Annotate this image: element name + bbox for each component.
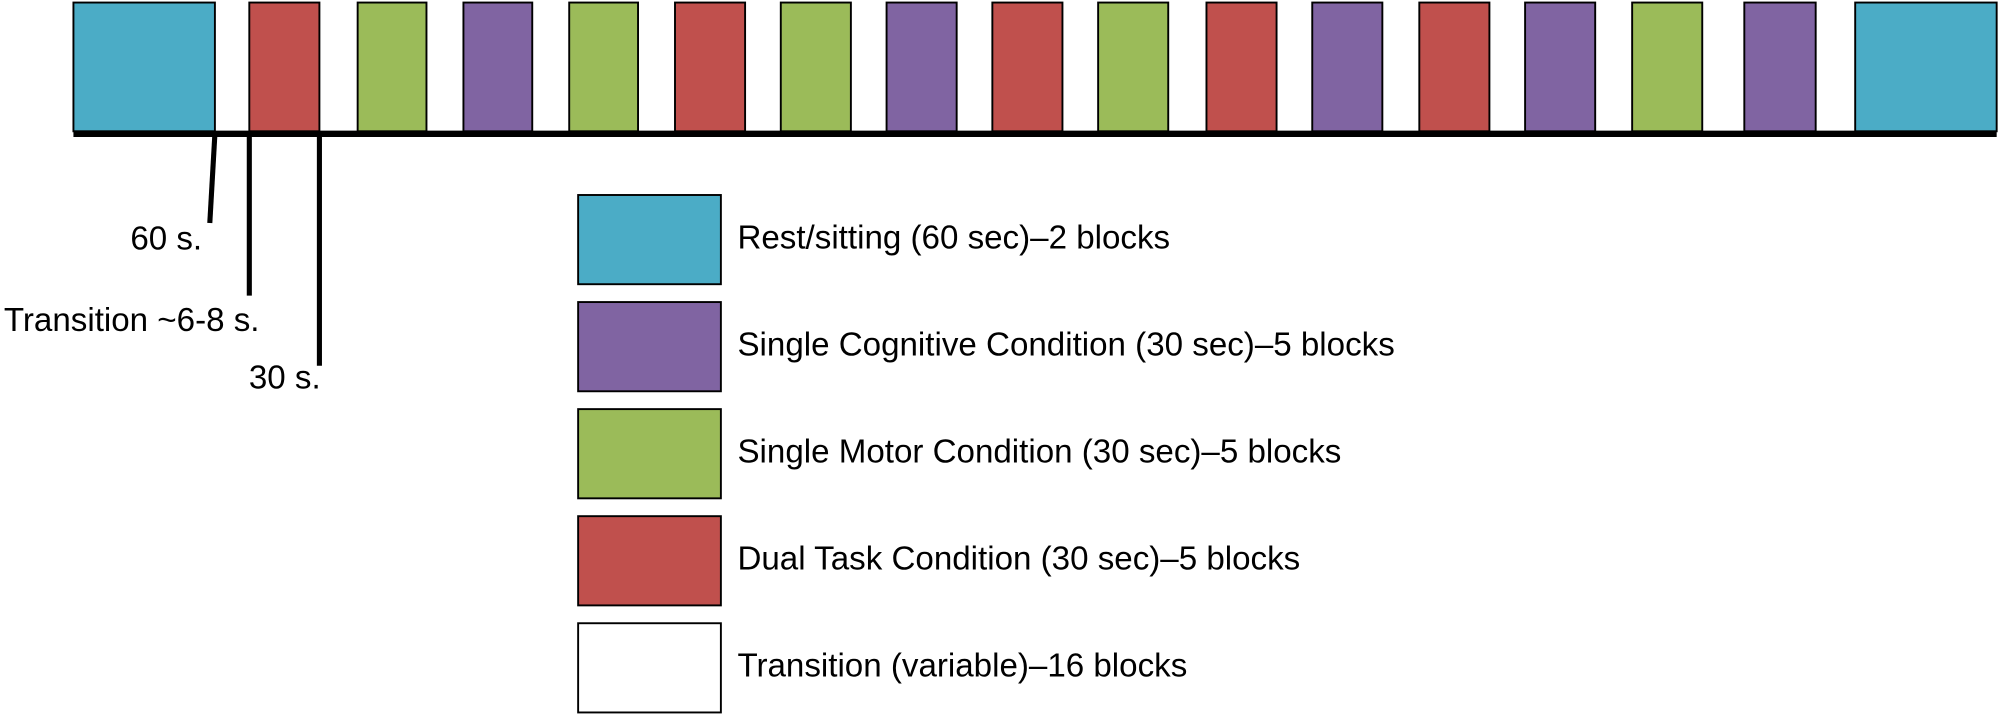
timeline-block <box>674 1 747 133</box>
legend-swatch <box>577 194 722 286</box>
timeline-block <box>1524 1 1597 133</box>
annotation: 30 s. <box>249 360 321 397</box>
timeline-block <box>568 1 639 133</box>
legend-swatch <box>577 301 722 393</box>
timeline-block <box>462 1 534 133</box>
annotation: 60 s. <box>130 221 202 258</box>
timeline-block <box>248 1 321 133</box>
timeline-block <box>1205 1 1278 133</box>
legend-label: Transition (variable)–16 blocks <box>737 648 1187 685</box>
timeline-block <box>1097 1 1170 133</box>
legend-swatch <box>577 622 722 714</box>
legend-swatch <box>577 515 722 607</box>
timeline-block <box>1631 1 1704 133</box>
timeline-block <box>72 1 216 133</box>
legend-label: Rest/sitting (60 sec)–2 blocks <box>737 219 1170 256</box>
timeline-block <box>779 1 852 133</box>
timeline-block <box>885 1 958 133</box>
timeline-block <box>1418 1 1491 133</box>
pointer-line <box>207 133 218 224</box>
timeline-block <box>356 1 428 133</box>
legend-label: Single Motor Condition (30 sec)–5 blocks <box>737 433 1341 470</box>
timeline-block <box>991 1 1064 133</box>
legend-swatch <box>577 408 722 500</box>
legend-label: Dual Task Condition (30 sec)–5 blocks <box>737 541 1300 578</box>
timeline-block <box>1311 1 1384 133</box>
legend-label: Single Cognitive Condition (30 sec)–5 bl… <box>737 326 1394 363</box>
annotation: Transition ~6-8 s. <box>4 302 260 339</box>
timeline-block <box>1743 1 1817 133</box>
timeline-block <box>1854 1 1998 133</box>
